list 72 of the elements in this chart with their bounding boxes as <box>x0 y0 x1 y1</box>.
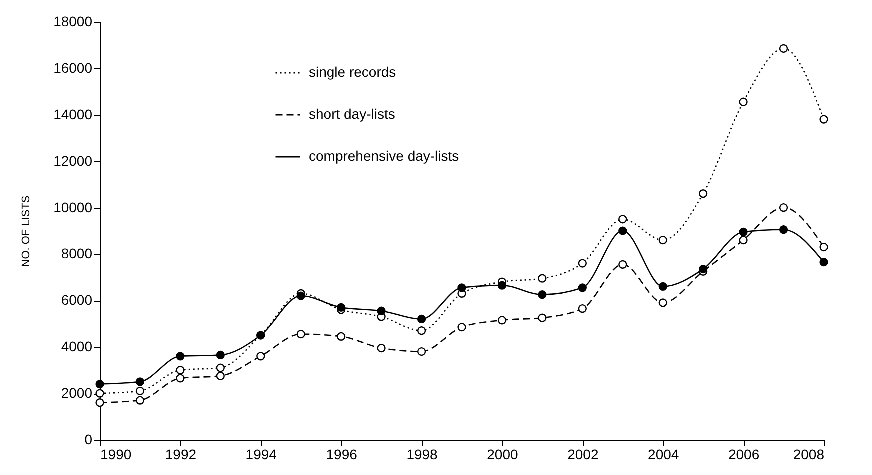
point <box>699 190 708 198</box>
point <box>296 292 306 300</box>
point <box>176 352 185 361</box>
y-tick-label: 18000 <box>54 14 93 30</box>
y-tick-label: 2000 <box>61 385 93 402</box>
point <box>618 226 628 236</box>
x-tick-label: 1992 <box>165 446 197 462</box>
y-tick-label: 14000 <box>54 106 93 122</box>
point <box>739 236 748 245</box>
point <box>96 380 104 389</box>
point <box>658 282 668 292</box>
point <box>377 344 386 353</box>
x-tick-label: 2000 <box>487 446 519 462</box>
point <box>96 389 104 398</box>
legend-label: short day-lists <box>309 106 396 122</box>
point <box>417 326 426 336</box>
point <box>618 260 628 269</box>
point <box>739 98 748 106</box>
point <box>498 316 507 325</box>
y-tick-label: 0 <box>84 432 93 448</box>
point <box>578 284 587 292</box>
x-tick-label: 1998 <box>406 446 438 462</box>
point <box>216 364 225 372</box>
point <box>820 242 828 252</box>
point <box>658 236 668 245</box>
point <box>498 281 507 290</box>
point <box>96 398 104 408</box>
point <box>458 323 466 332</box>
point <box>578 304 587 314</box>
x-tick-label: 2004 <box>648 446 680 462</box>
x-tick-label: 2006 <box>728 446 760 462</box>
y-tick-label: 8000 <box>61 246 93 262</box>
y-tick-label: 10000 <box>54 199 93 216</box>
x-tick-label: 1996 <box>326 446 358 462</box>
point <box>779 203 788 212</box>
point <box>739 228 748 236</box>
point <box>417 347 426 356</box>
point <box>538 314 547 322</box>
point <box>337 332 346 341</box>
y-tick-label: 12000 <box>54 152 93 169</box>
point <box>176 366 185 375</box>
point <box>458 284 466 292</box>
x-tick-label: 1990 <box>100 446 132 462</box>
y-tick-label: 16000 <box>54 60 93 76</box>
x-tick-label: 2002 <box>568 446 599 462</box>
point <box>136 378 145 386</box>
point <box>216 372 225 380</box>
point <box>417 314 426 324</box>
legend-label: comprehensive day-lists <box>309 148 460 164</box>
point <box>820 258 828 267</box>
x-tick-label: 1994 <box>246 446 278 462</box>
point <box>779 44 788 54</box>
point <box>538 290 547 300</box>
point <box>377 306 386 316</box>
point <box>578 259 587 268</box>
point <box>136 396 145 405</box>
point <box>216 350 225 360</box>
point <box>658 298 668 308</box>
point <box>176 374 185 383</box>
x-tick-label: 2008 <box>793 446 825 462</box>
point <box>136 386 145 396</box>
legend-label: single records <box>309 64 396 80</box>
y-axis-title: NO. OF LISTS <box>20 196 33 268</box>
point <box>337 303 346 312</box>
point <box>296 330 306 339</box>
point <box>820 115 828 124</box>
y-tick-label: 4000 <box>61 338 93 355</box>
point <box>538 274 547 283</box>
y-tick-label: 6000 <box>61 292 93 308</box>
point <box>618 215 628 224</box>
point <box>256 352 266 361</box>
point <box>779 226 788 234</box>
